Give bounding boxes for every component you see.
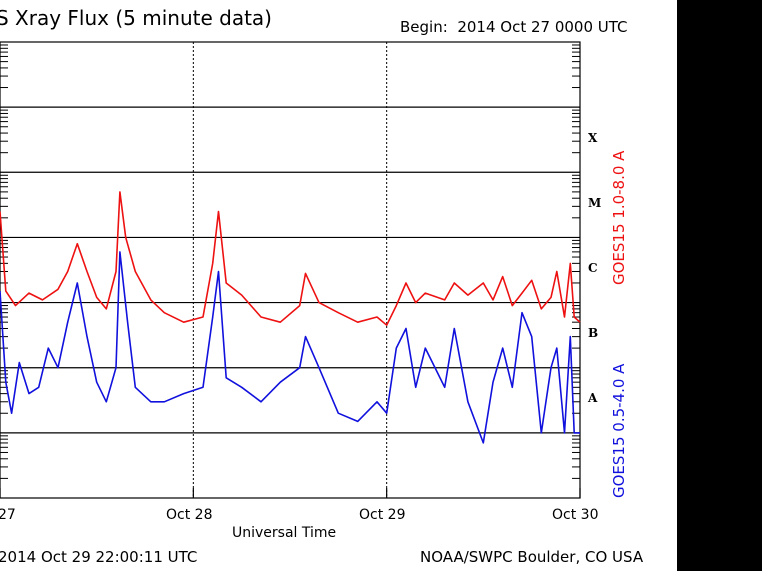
chart-title: S Xray Flux (5 minute data) (0, 6, 272, 30)
flare-class-label: X (588, 131, 598, 145)
source-credit: NOAA/SWPC Boulder, CO USA (420, 548, 644, 566)
begin-timestamp: Begin: 2014 Oct 27 0000 UTC (400, 18, 628, 36)
x-tick-label: 27 (0, 507, 16, 523)
series-line-0 (0, 191, 581, 326)
series-line-1 (0, 251, 580, 444)
flare-class-label: A (588, 391, 598, 405)
legend-long-channel: GOES15 1.0-8.0 A (610, 150, 628, 285)
legend-short-channel: GOES15 0.5-4.0 A (610, 363, 628, 498)
begin-label: Begin: (400, 18, 448, 36)
x-axis-label: Universal Time (232, 525, 337, 541)
flare-class-label: M (588, 196, 602, 210)
generated-timestamp: 2014 Oct 29 22:00:11 UTC (0, 548, 198, 566)
x-tick-label: Oct 30 (552, 507, 599, 523)
x-tick-label: Oct 29 (359, 507, 406, 523)
chart-panel: S Xray Flux (5 minute data) Begin: 2014 … (0, 0, 677, 571)
flare-class-label: C (588, 261, 598, 275)
flare-class-label: B (588, 326, 599, 340)
x-tick-label: Oct 28 (166, 507, 213, 523)
begin-value: 2014 Oct 27 0000 UTC (457, 18, 628, 36)
plot-frame (0, 41, 581, 499)
